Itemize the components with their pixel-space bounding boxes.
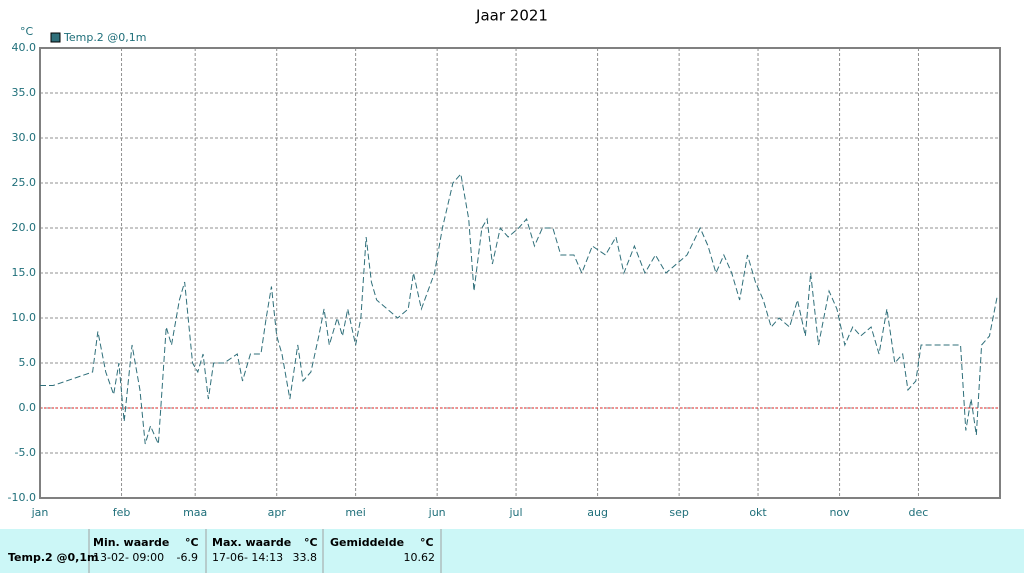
table-bg bbox=[0, 529, 1024, 573]
y-tick-label: 40.0 bbox=[12, 41, 37, 54]
table-header: °C bbox=[420, 536, 434, 549]
x-tick-label: mei bbox=[345, 506, 366, 519]
table-header: Max. waarde bbox=[212, 536, 291, 549]
x-tick-label: apr bbox=[268, 506, 287, 519]
y-tick-label: 15.0 bbox=[12, 266, 37, 279]
y-tick-label: -5.0 bbox=[15, 446, 36, 459]
table-cell: 17-06- 14:13 bbox=[212, 551, 283, 564]
x-tick-label: jan bbox=[31, 506, 49, 519]
y-tick-label: 30.0 bbox=[12, 131, 37, 144]
table-header: Gemiddelde bbox=[330, 536, 404, 549]
x-tick-label: sep bbox=[669, 506, 688, 519]
table-dividers bbox=[88, 529, 442, 573]
table-header: °C bbox=[185, 536, 199, 549]
table-cell: 10.62 bbox=[404, 551, 436, 564]
y-tick-label: 0.0 bbox=[19, 401, 37, 414]
x-tick-label: aug bbox=[587, 506, 608, 519]
x-tick-label: okt bbox=[749, 506, 767, 519]
table-cell: 33.8 bbox=[293, 551, 318, 564]
x-tick-label: nov bbox=[829, 506, 850, 519]
plot-frame bbox=[39, 47, 1001, 499]
y-tick-label: 25.0 bbox=[12, 176, 37, 189]
y-tick-label: 35.0 bbox=[12, 86, 37, 99]
y-tick-label: 20.0 bbox=[12, 221, 37, 234]
table-row-label: Temp.2 @0,1m bbox=[8, 551, 98, 564]
table-cell: -6.9 bbox=[177, 551, 198, 564]
x-tick-label: feb bbox=[113, 506, 131, 519]
x-tick-label: maa bbox=[183, 506, 207, 519]
data-line bbox=[40, 172, 998, 445]
x-tick-label: jul bbox=[509, 506, 523, 519]
y-tick-label: -10.0 bbox=[8, 491, 36, 504]
table-header: °C bbox=[304, 536, 318, 549]
legend-swatch bbox=[50, 32, 61, 43]
x-tick-label: dec bbox=[909, 506, 929, 519]
chart-title: Jaar 2021 bbox=[475, 7, 548, 25]
legend-label: Temp.2 @0,1m bbox=[63, 31, 147, 44]
y-tick-label: 5.0 bbox=[19, 356, 37, 369]
x-tick-label: jun bbox=[428, 506, 446, 519]
table-cell: 13-02- 09:00 bbox=[93, 551, 164, 564]
table-header: Min. waarde bbox=[93, 536, 169, 549]
y-unit: °C bbox=[20, 25, 34, 38]
y-tick-label: 10.0 bbox=[12, 311, 37, 324]
